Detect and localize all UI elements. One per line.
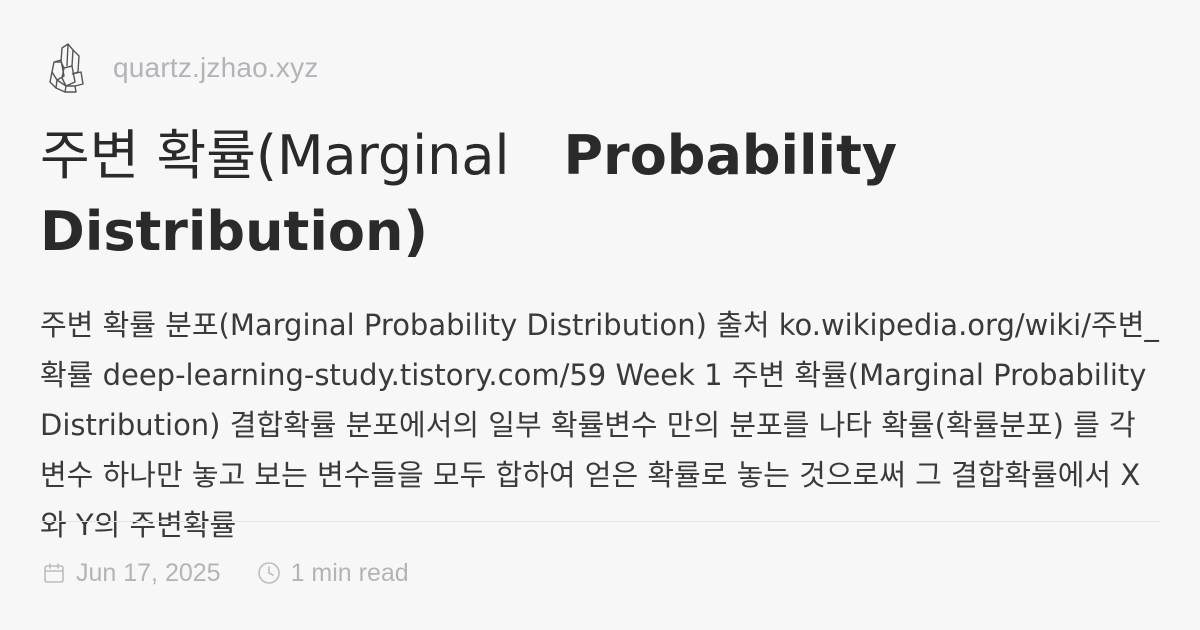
read-time: 1 min read: [290, 558, 409, 587]
clock-icon: [255, 559, 283, 587]
calendar-icon: [40, 559, 68, 587]
read-time-item: 1 min read: [255, 559, 409, 588]
post-meta: Jun 17, 2025 1 min read: [40, 553, 443, 593]
page-description: 주변 확률 분포(Marginal Probability Distributi…: [40, 308, 1159, 542]
title-part-1: 주변 확률(Marginal: [40, 124, 510, 187]
crystal-logo-icon: [47, 40, 87, 96]
page-title: 주변 확률(Marginal Probability Distribution): [40, 118, 1140, 270]
divider: [40, 521, 1160, 522]
post-date: Jun 17, 2025: [76, 558, 221, 587]
site-header: quartz.jzhao.xyz: [47, 40, 319, 96]
title-part-2: Probability Distribution): [40, 124, 898, 263]
date-item: Jun 17, 2025: [40, 559, 221, 588]
site-domain[interactable]: quartz.jzhao.xyz: [113, 52, 319, 83]
